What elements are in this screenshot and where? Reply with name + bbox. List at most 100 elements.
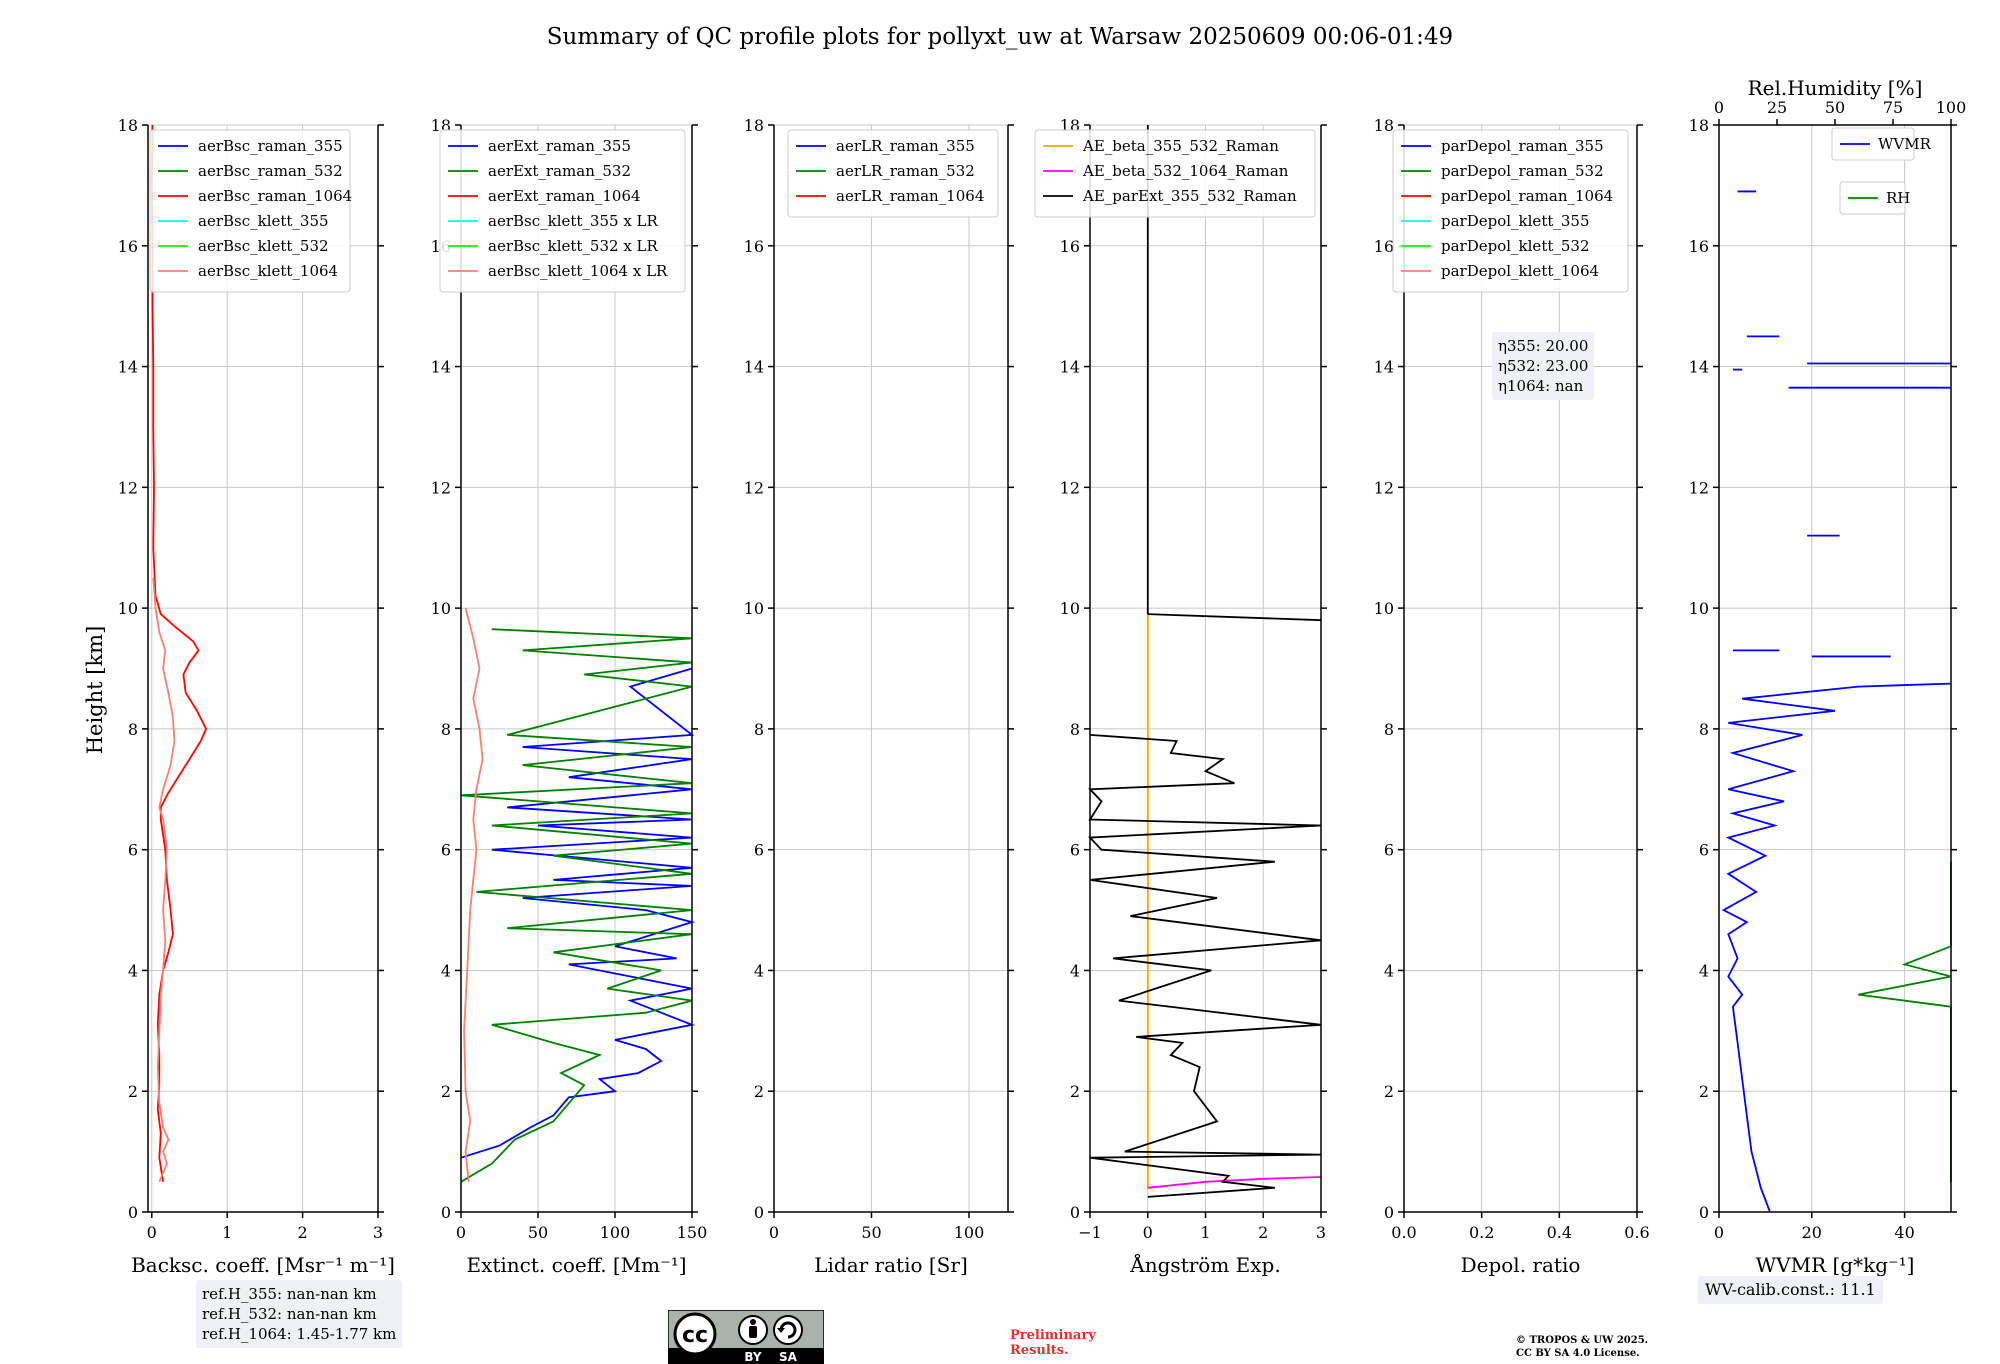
ytick-label: 6 bbox=[128, 841, 138, 860]
legend-label: AE_parExt_355_532_Raman bbox=[1082, 187, 1297, 205]
sa-label: SA bbox=[779, 1350, 798, 1364]
ytick-label: 6 bbox=[441, 841, 451, 860]
ytick-label: 8 bbox=[128, 720, 138, 739]
series-aerBsc_klett_1064 x LR bbox=[463, 607, 484, 1182]
xtick-label: 0.0 bbox=[1391, 1223, 1416, 1242]
legend-label: aerBsc_klett_355 x LR bbox=[488, 212, 659, 230]
panel-depolarization: 0 2 4 6 8 10 12 14 16 18 0.0 0.2 0.4 0.6 Depol. ratio p… bbox=[1374, 116, 1650, 1277]
legend-label: aerExt_raman_1064 bbox=[488, 187, 641, 205]
xtick-label: 0 bbox=[1143, 1223, 1153, 1242]
ytick-label: 10 bbox=[744, 599, 764, 618]
ytick-label: 2 bbox=[1384, 1082, 1394, 1101]
legend-label: aerBsc_klett_532 bbox=[198, 237, 329, 255]
legend-label: aerBsc_klett_1064 bbox=[198, 262, 338, 280]
by-label: BY bbox=[744, 1350, 761, 1364]
ytick-label: 18 bbox=[744, 116, 764, 135]
ytick-label: 16 bbox=[118, 237, 138, 256]
legend-box bbox=[149, 129, 351, 293]
ytick-label: 6 bbox=[1384, 841, 1394, 860]
ref-h-355: ref.H_355: nan-nan km bbox=[202, 1285, 377, 1303]
ytick-label: 0 bbox=[1384, 1203, 1394, 1222]
ytick-label: 2 bbox=[128, 1082, 138, 1101]
series-AE_beta_532_1064_Raman bbox=[1147, 1176, 1322, 1189]
xaxis-label: WVMR [g*kg⁻¹] bbox=[1756, 1253, 1915, 1277]
ytick-label: 12 bbox=[431, 478, 451, 497]
ytick-label: 12 bbox=[744, 478, 764, 497]
series-AE_parExt_355_532_Raman bbox=[1087, 734, 1322, 1198]
legend-label: parDepol_raman_355 bbox=[1441, 137, 1604, 155]
eta-532: η532: 23.00 bbox=[1498, 357, 1589, 375]
legend-label: RH bbox=[1886, 189, 1910, 207]
xtick-label: 0.4 bbox=[1547, 1223, 1572, 1242]
ytick-label: 6 bbox=[1070, 841, 1080, 860]
copyright-note: © TROPOS & UW 2025. CC BY SA 4.0 License… bbox=[1516, 1334, 1648, 1360]
ytick-label: 14 bbox=[1060, 358, 1080, 377]
xtick-label: 100 bbox=[954, 1223, 985, 1242]
xtick-label: 3 bbox=[1316, 1223, 1326, 1242]
legend-label: WVMR bbox=[1878, 135, 1932, 153]
xtick-label: 0 bbox=[1714, 1223, 1724, 1242]
panel-lidar_ratio: 0 2 4 6 8 10 12 14 16 18 0 50 100 Lidar ratio [Sr] aer… bbox=[744, 116, 1014, 1277]
top-xaxis-label: Rel.Humidity [%] bbox=[1748, 76, 1923, 100]
xtick-label: 0 bbox=[769, 1223, 779, 1242]
ytick-label: 14 bbox=[744, 358, 764, 377]
top-xtick-label: 0 bbox=[1714, 98, 1724, 117]
ytick-label: 12 bbox=[1374, 478, 1394, 497]
copyright-line-2: CC BY SA 4.0 License. bbox=[1516, 1348, 1640, 1359]
xtick-label: 0 bbox=[147, 1223, 157, 1242]
xaxis-label: Lidar ratio [Sr] bbox=[814, 1253, 968, 1277]
ytick-label: 2 bbox=[441, 1082, 451, 1101]
top-xtick-label: 25 bbox=[1767, 98, 1787, 117]
eta-355: η355: 20.00 bbox=[1498, 337, 1589, 355]
xtick-label: 0.2 bbox=[1469, 1223, 1494, 1242]
legend-label: aerBsc_klett_1064 x LR bbox=[488, 262, 668, 280]
panel-water_vapor: 0 2 4 6 8 10 12 14 16 18 0 20 40 WVMR [g*kg⁻¹] 0 25 50 75… bbox=[1689, 76, 1967, 1277]
preliminary-line-1: Preliminary bbox=[1010, 1328, 1096, 1343]
top-xtick-label: 50 bbox=[1825, 98, 1845, 117]
ytick-label: 4 bbox=[441, 961, 451, 980]
ref-h-532: ref.H_532: nan-nan km bbox=[202, 1305, 377, 1323]
legend-box bbox=[787, 129, 999, 218]
xtick-label: 1 bbox=[222, 1223, 232, 1242]
ytick-label: 4 bbox=[754, 961, 764, 980]
xtick-label: 2 bbox=[297, 1223, 307, 1242]
xaxis-label: Backsc. coeff. [Msr⁻¹ m⁻¹] bbox=[131, 1253, 395, 1277]
xtick-label: 20 bbox=[1802, 1223, 1822, 1242]
ytick-label: 14 bbox=[118, 358, 138, 377]
wv-calib-text: WV-calib.const.: 11.1 bbox=[1705, 1280, 1876, 1299]
ytick-label: 18 bbox=[1689, 116, 1709, 135]
series-aerExt_raman_532 bbox=[460, 628, 693, 1183]
xtick-label: 1 bbox=[1200, 1223, 1210, 1242]
xtick-label: 150 bbox=[677, 1223, 708, 1242]
legend-label: aerBsc_raman_532 bbox=[198, 162, 343, 180]
figure-title: Summary of QC profile plots for pollyxt_… bbox=[547, 24, 1453, 50]
legend-box bbox=[1034, 129, 1316, 218]
ytick-label: 16 bbox=[1374, 237, 1394, 256]
ytick-label: 8 bbox=[1070, 720, 1080, 739]
legend-label: parDepol_raman_532 bbox=[1441, 162, 1604, 180]
ytick-label: 12 bbox=[1060, 478, 1080, 497]
ytick-label: 8 bbox=[441, 720, 451, 739]
ytick-label: 10 bbox=[1689, 599, 1709, 618]
legend-label: aerExt_raman_355 bbox=[488, 137, 631, 155]
series-aerBsc_klett_1064 bbox=[152, 577, 176, 1183]
ytick-label: 18 bbox=[1374, 116, 1394, 135]
ytick-label: 8 bbox=[754, 720, 764, 739]
eta-box: η355: 20.00 η532: 23.00 η1064: nan bbox=[1492, 332, 1595, 400]
xtick-label: 100 bbox=[600, 1223, 631, 1242]
ytick-label: 10 bbox=[1060, 599, 1080, 618]
ytick-label: 0 bbox=[1070, 1203, 1080, 1222]
ytick-label: 10 bbox=[1374, 599, 1394, 618]
legend-label: aerBsc_klett_532 x LR bbox=[488, 237, 659, 255]
ytick-label: 18 bbox=[118, 116, 138, 135]
xtick-label: 50 bbox=[528, 1223, 548, 1242]
ytick-label: 0 bbox=[754, 1203, 764, 1222]
legend-label: aerBsc_raman_1064 bbox=[198, 187, 352, 205]
ytick-label: 8 bbox=[1384, 720, 1394, 739]
legend-label: aerBsc_klett_355 bbox=[198, 212, 329, 230]
ytick-label: 12 bbox=[1689, 478, 1709, 497]
ytick-label: 16 bbox=[744, 237, 764, 256]
series-WVMR bbox=[1721, 682, 1952, 1213]
